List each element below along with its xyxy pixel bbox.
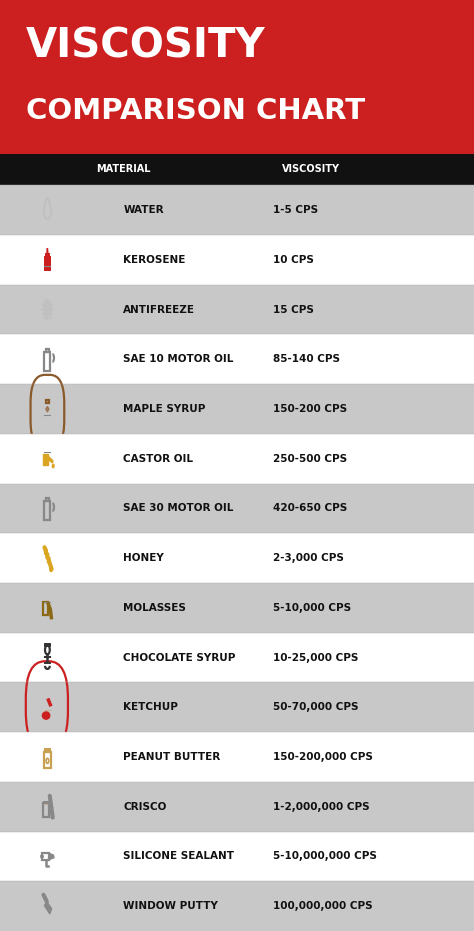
Bar xyxy=(46,399,49,403)
Bar xyxy=(0,235,474,285)
Bar xyxy=(46,498,49,501)
Bar xyxy=(0,682,474,732)
Text: 420-650 CPS: 420-650 CPS xyxy=(273,504,347,513)
Text: KEROSENE: KEROSENE xyxy=(123,255,186,264)
Bar xyxy=(0,185,474,235)
Text: 50-70,000 CPS: 50-70,000 CPS xyxy=(273,702,358,712)
Text: SILICONE SEALANT: SILICONE SEALANT xyxy=(123,852,234,861)
Bar xyxy=(44,803,49,817)
Bar xyxy=(0,0,474,154)
Circle shape xyxy=(50,566,53,572)
Polygon shape xyxy=(42,712,50,719)
Text: MAPLE SYRUP: MAPLE SYRUP xyxy=(123,404,206,414)
Circle shape xyxy=(52,465,54,467)
Bar xyxy=(44,752,51,768)
Bar xyxy=(0,633,474,682)
Bar xyxy=(44,256,51,271)
Polygon shape xyxy=(49,854,54,859)
Text: MATERIAL: MATERIAL xyxy=(96,165,150,174)
Text: KETCHUP: KETCHUP xyxy=(123,702,178,712)
Polygon shape xyxy=(46,407,49,412)
Bar xyxy=(46,349,49,352)
Text: 1-2,000,000 CPS: 1-2,000,000 CPS xyxy=(273,802,369,812)
Bar xyxy=(46,643,49,646)
Bar xyxy=(0,533,474,583)
Text: 10 CPS: 10 CPS xyxy=(273,255,313,264)
Text: CHOCOLATE SYRUP: CHOCOLATE SYRUP xyxy=(123,653,236,663)
Text: 1-5 CPS: 1-5 CPS xyxy=(273,205,318,215)
Text: CASTOR OIL: CASTOR OIL xyxy=(123,453,193,464)
Text: VISCOSITY: VISCOSITY xyxy=(282,165,339,174)
Text: MOLASSES: MOLASSES xyxy=(123,603,186,613)
Text: HONEY: HONEY xyxy=(123,553,164,563)
Bar xyxy=(0,334,474,385)
Text: 100,000,000 CPS: 100,000,000 CPS xyxy=(273,901,372,911)
Text: 150-200 CPS: 150-200 CPS xyxy=(273,404,346,414)
Polygon shape xyxy=(44,453,48,466)
Text: 15 CPS: 15 CPS xyxy=(273,304,313,315)
Bar xyxy=(42,854,49,859)
Bar xyxy=(0,385,474,434)
Bar xyxy=(0,285,474,334)
Text: 10-25,000 CPS: 10-25,000 CPS xyxy=(273,653,358,663)
Text: 5-10,000 CPS: 5-10,000 CPS xyxy=(273,603,351,613)
Text: 2-3,000 CPS: 2-3,000 CPS xyxy=(273,553,344,563)
Bar xyxy=(45,252,50,256)
Text: CRISCO: CRISCO xyxy=(123,802,167,812)
Bar xyxy=(0,583,474,633)
Bar xyxy=(0,782,474,831)
Bar xyxy=(44,801,49,803)
Text: 5-10,000,000 CPS: 5-10,000,000 CPS xyxy=(273,852,376,861)
Text: 250-500 CPS: 250-500 CPS xyxy=(273,453,346,464)
Bar xyxy=(0,434,474,483)
Bar xyxy=(0,732,474,782)
Text: WATER: WATER xyxy=(123,205,164,215)
Bar xyxy=(0,882,474,931)
Text: PEANUT BUTTER: PEANUT BUTTER xyxy=(123,752,220,762)
Text: WINDOW PUTTY: WINDOW PUTTY xyxy=(123,901,218,911)
Text: COMPARISON CHART: COMPARISON CHART xyxy=(26,97,365,125)
Text: SAE 30 MOTOR OIL: SAE 30 MOTOR OIL xyxy=(123,504,234,513)
Text: 150-200,000 CPS: 150-200,000 CPS xyxy=(273,752,373,762)
Bar xyxy=(44,749,51,752)
Text: 85-140 CPS: 85-140 CPS xyxy=(273,355,339,364)
Polygon shape xyxy=(47,249,48,252)
Text: VISCOSITY: VISCOSITY xyxy=(26,26,266,66)
Polygon shape xyxy=(48,456,53,463)
Bar xyxy=(0,831,474,882)
Bar xyxy=(0,483,474,533)
Bar xyxy=(0,154,474,185)
Polygon shape xyxy=(45,901,52,914)
Text: SAE 10 MOTOR OIL: SAE 10 MOTOR OIL xyxy=(123,355,234,364)
Text: ANTIFREEZE: ANTIFREEZE xyxy=(123,304,195,315)
